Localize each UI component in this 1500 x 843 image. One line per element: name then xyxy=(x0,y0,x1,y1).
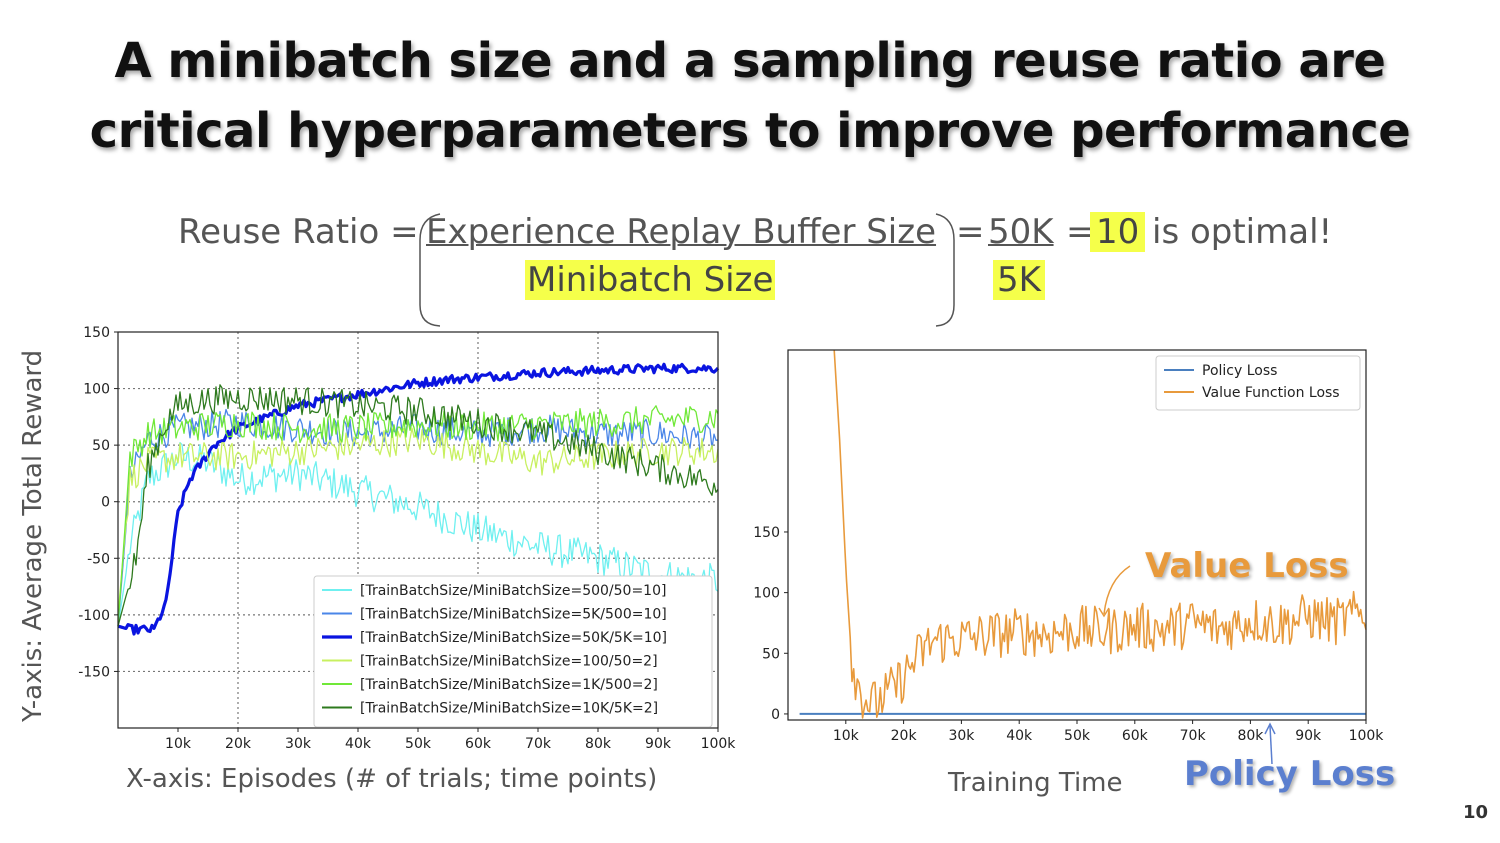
x-tick-label: 30k xyxy=(948,728,975,744)
y-tick-label: 150 xyxy=(753,525,780,541)
reward-chart-legend: [TrainBatchSize/MiniBatchSize=500/50=10]… xyxy=(313,575,713,728)
series-line-5 xyxy=(117,405,719,627)
loss-chart-x-ticks: 10k 20k 30k 40k 50k 60k 70k 80k 90k 100k xyxy=(833,720,1384,744)
reward-chart-series xyxy=(117,362,720,636)
equation-suffix: is optimal! xyxy=(1152,212,1333,252)
x-tick-label: 40k xyxy=(345,736,372,752)
legend-entry: [TrainBatchSize/MiniBatchSize=50K/5K=10] xyxy=(360,630,667,646)
slide-title-line2: critical hyperparameters to improve perf… xyxy=(89,103,1411,159)
y-tick-label: 150 xyxy=(83,325,110,341)
x-tick-label: 90k xyxy=(1295,728,1322,744)
left-bracket xyxy=(419,213,441,327)
x-tick-label: 60k xyxy=(465,736,492,752)
reward-chart: 10k 20k 30k 40k 50k 60k 70k 80k 90k 100k 150 100 50… xyxy=(78,325,736,752)
x-tick-label: 40k xyxy=(1006,728,1033,744)
x-tick-label: 20k xyxy=(225,736,252,752)
legend-entry: [TrainBatchSize/MiniBatchSize=10K/5K=2] xyxy=(360,701,658,717)
legend-box xyxy=(313,575,713,728)
equation-equals-2: = xyxy=(1066,212,1095,252)
series-line-6 xyxy=(117,384,719,627)
x-tick-label: 100k xyxy=(1349,728,1385,744)
x-tick-label: 50k xyxy=(1064,728,1091,744)
y-tick-label: 100 xyxy=(753,586,780,602)
series-line-2 xyxy=(833,349,1367,719)
x-axis-note: X-axis: Episodes (# of trials; time poin… xyxy=(126,764,658,794)
series-line-3 xyxy=(117,362,720,636)
equation-denominator: Minibatch Size xyxy=(525,260,776,300)
y-tick-label: 0 xyxy=(771,707,780,723)
x-tick-label: 30k xyxy=(285,736,312,752)
reward-chart-y-ticks: 150 100 50 0 -50 -100 -150 xyxy=(78,325,118,680)
slide-title-line1: A minibatch size and a sampling reuse ra… xyxy=(114,33,1386,89)
legend-entry: [TrainBatchSize/MiniBatchSize=1K/500=2] xyxy=(360,677,658,693)
loss-chart-legend: Policy Loss Value Function Loss xyxy=(1155,355,1361,411)
legend-box xyxy=(1155,355,1361,411)
training-time-note: Training Time xyxy=(948,768,1123,798)
policy-loss-callout: Policy Loss xyxy=(1184,754,1396,794)
y-tick-label: -100 xyxy=(78,608,110,624)
equation-equals-1: = xyxy=(956,212,985,252)
loss-chart-y-ticks: 150 100 50 0 xyxy=(753,525,788,723)
x-tick-label: 60k xyxy=(1122,728,1149,744)
x-tick-label: 70k xyxy=(1180,728,1207,744)
x-tick-label: 50k xyxy=(405,736,432,752)
x-tick-label: 100k xyxy=(701,736,737,752)
legend-entry: [TrainBatchSize/MiniBatchSize=500/50=10] xyxy=(360,583,666,599)
equation-result: 10 xyxy=(1090,212,1146,252)
x-tick-label: 80k xyxy=(1237,728,1264,744)
x-tick-label: 10k xyxy=(833,728,860,744)
series-line-4 xyxy=(117,427,719,615)
y-tick-label: 50 xyxy=(92,438,110,454)
y-tick-label: -150 xyxy=(78,664,110,680)
y-tick-label: -50 xyxy=(87,551,110,567)
legend-entry: Policy Loss xyxy=(1202,363,1277,379)
x-tick-label: 80k xyxy=(585,736,612,752)
y-axis-note: Y-axis: Average Total Reward xyxy=(18,349,48,722)
x-tick-label: 90k xyxy=(645,736,672,752)
equation-lhs: Reuse Ratio = xyxy=(178,212,419,252)
x-tick-label: 10k xyxy=(165,736,192,752)
y-tick-label: 50 xyxy=(762,646,780,662)
slide-title: A minibatch size and a sampling reuse ra… xyxy=(0,26,1500,166)
x-tick-label: 20k xyxy=(891,728,918,744)
series-line-1 xyxy=(117,441,719,627)
loss-chart: 10k 20k 30k 40k 50k 60k 70k 80k 90k 100k 150 100 50… xyxy=(753,349,1384,744)
equation-den-value: 5K xyxy=(993,260,1045,300)
loss-chart-series xyxy=(799,349,1367,719)
equation-num-value: 50K xyxy=(988,212,1054,252)
right-bracket xyxy=(935,213,955,327)
legend-entry: [TrainBatchSize/MiniBatchSize=5K/500=10] xyxy=(360,607,667,623)
legend-entry: Value Function Loss xyxy=(1202,385,1340,401)
value-loss-callout: Value Loss xyxy=(1145,546,1349,586)
x-tick-label: 70k xyxy=(525,736,552,752)
y-tick-label: 100 xyxy=(83,382,110,398)
page-number: 10 xyxy=(1462,802,1488,823)
equation-numerator: Experience Replay Buffer Size xyxy=(426,212,937,252)
legend-entry: [TrainBatchSize/MiniBatchSize=100/50=2] xyxy=(360,654,658,670)
y-tick-label: 0 xyxy=(101,495,110,511)
reward-chart-x-ticks: 10k 20k 30k 40k 50k 60k 70k 80k 90k 100k xyxy=(165,728,736,752)
